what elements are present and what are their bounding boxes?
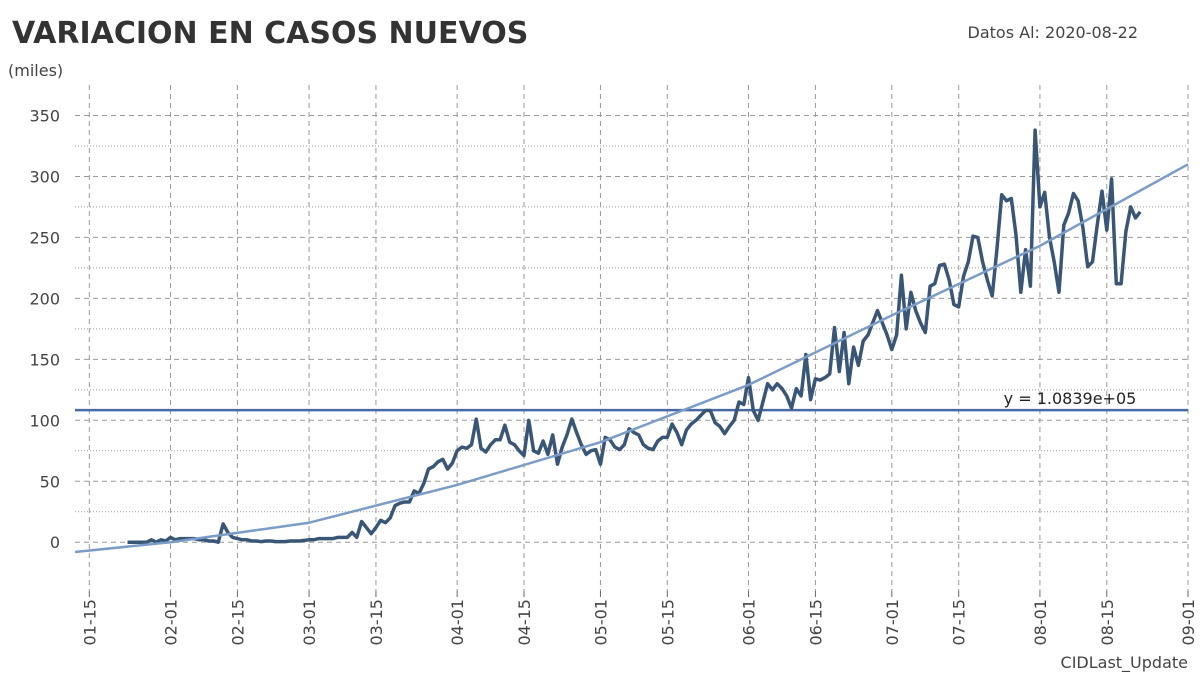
x-tick-label: 03-15 <box>367 599 386 646</box>
y-tick-label: 100 <box>29 411 60 430</box>
x-tick-label: 06-15 <box>806 599 825 646</box>
x-tick-label: 05-01 <box>591 599 610 646</box>
x-tick-label: 07-15 <box>950 599 969 646</box>
trend-line <box>74 163 1189 554</box>
footer: CIDLast_Update <box>1061 653 1188 673</box>
x-tick-label: 01-15 <box>80 599 99 646</box>
y-tick-label: 0 <box>50 533 60 552</box>
x-tick-label: 04-15 <box>515 599 534 646</box>
x-tick-label: 08-15 <box>1098 599 1117 646</box>
y-tick-label: 300 <box>29 167 60 186</box>
x-tick-label: 03-01 <box>300 599 319 646</box>
x-tick-label: 08-01 <box>1031 599 1050 646</box>
data-line <box>127 128 1142 544</box>
x-tick-label: 06-01 <box>740 599 759 646</box>
x-tick-label: 07-01 <box>883 599 902 646</box>
x-tick-label: 04-01 <box>448 599 467 646</box>
y-tick-label: 250 <box>29 228 60 247</box>
y-tick-label: 200 <box>29 289 60 308</box>
y-axis-label: (miles) <box>8 61 63 80</box>
x-tick-label: 02-15 <box>228 599 247 646</box>
x-tick-label: 02-01 <box>162 599 181 646</box>
y-tick-label: 350 <box>29 106 60 125</box>
x-tick-label: 09-01 <box>1179 599 1198 646</box>
reference-label: y = 1.0839e+05 <box>1004 389 1137 408</box>
y-tick-label: 50 <box>40 472 60 491</box>
y-tick-label: 150 <box>29 350 60 369</box>
x-tick-label: 05-15 <box>658 599 677 646</box>
subtitle: Datos Al: 2020-08-22 <box>968 23 1138 42</box>
chart-title: VARIACION EN CASOS NUEVOS <box>12 16 528 51</box>
